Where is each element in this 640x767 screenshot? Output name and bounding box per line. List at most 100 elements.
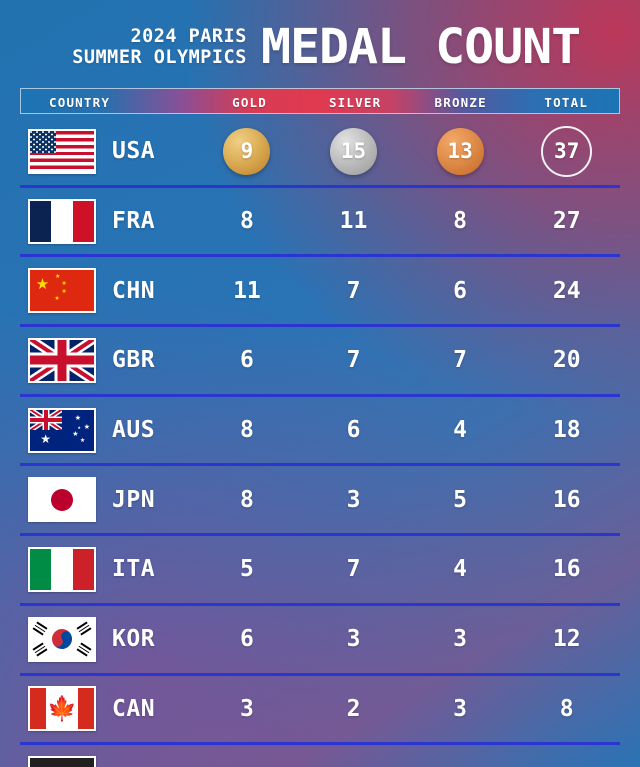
- gold-cell: 8: [194, 208, 301, 234]
- table-column-header: COUNTRY GOLD SILVER BRONZE TOTAL: [20, 88, 620, 114]
- gold-cell: 6: [194, 626, 301, 652]
- table-row[interactable]: ★ ★ ★ ★ ★ CHN 11 7 6 24: [20, 257, 620, 328]
- bronze-cell: 3: [407, 626, 514, 652]
- gold-value: 2: [240, 766, 254, 767]
- usa-flag: [28, 128, 96, 174]
- total-value: 27: [552, 208, 581, 235]
- gold-cell: 3: [194, 696, 301, 722]
- total-cell: 12: [513, 626, 620, 652]
- italy-flag: [28, 546, 96, 592]
- country-code: KOR: [112, 626, 156, 653]
- silver-cell: 7: [300, 556, 407, 582]
- gold-value: 5: [239, 556, 254, 583]
- total-value: 24: [552, 277, 581, 304]
- gold-cell: 6: [194, 347, 301, 373]
- column-header-silver: SILVER: [328, 94, 382, 110]
- table-row[interactable]: FRA 8 11 8 27: [20, 188, 620, 258]
- column-header-country-cell: COUNTRY: [21, 92, 197, 111]
- total-medal-disc: 37: [541, 125, 593, 177]
- table-row[interactable]: KOR 6 3 3 12: [20, 606, 620, 676]
- bronze-value: 13: [447, 139, 473, 164]
- bronze-value: 4: [453, 417, 468, 444]
- silver-medal-disc: 15: [330, 127, 378, 175]
- table-row[interactable]: 🍁 CAN 3 2 3 8: [20, 676, 620, 746]
- total-cell: 27: [513, 208, 620, 234]
- silver-cell: 2: [300, 766, 407, 767]
- silver-cell: 6: [300, 417, 407, 443]
- silver-cell: 7: [300, 347, 407, 373]
- bronze-cell: 13: [407, 127, 514, 175]
- country-cell: ★ ★ ★ ★ ★ CHN: [20, 268, 194, 314]
- total-cell: 20: [513, 347, 620, 373]
- country-code: AUS: [112, 417, 156, 444]
- bronze-value: 4: [453, 556, 468, 583]
- country-code: FRA: [112, 208, 156, 235]
- total-value: 37: [554, 139, 580, 164]
- column-header-bronze: BRONZE: [434, 94, 487, 110]
- table-row[interactable]: JPN 8 3 5 16: [20, 466, 620, 537]
- france-flag: [28, 198, 96, 244]
- country-cell: USA: [20, 128, 194, 174]
- gold-value: 11: [233, 277, 261, 304]
- gold-value: 9: [240, 139, 254, 164]
- australia-flag: ★ ★ ★ ★ ★ ★: [28, 407, 96, 453]
- column-header-country: COUNTRY: [49, 94, 111, 110]
- country-code: CHN: [112, 277, 156, 304]
- column-header-silver-cell: SILVER: [302, 92, 408, 111]
- kicker-line-2: SUMMER OLYMPICS: [72, 47, 247, 68]
- total-cell: 24: [513, 278, 620, 304]
- bronze-cell: 4: [407, 417, 514, 443]
- silver-value: 3: [346, 626, 361, 653]
- bronze-value: 8: [453, 208, 468, 235]
- medal-table-body: USA 9 15 13 37 FRA 8 11 8 27 ★ ★ ★ ★ ★ CHN 11 7 6 24 GBR 6 7 7 2…: [20, 118, 620, 767]
- total-cell: 8: [513, 696, 620, 722]
- country-cell: JPN: [20, 477, 194, 523]
- silver-value: 7: [346, 277, 361, 304]
- country-code: JPN: [112, 486, 156, 513]
- gold-value: 6: [239, 626, 254, 653]
- bronze-cell: 6: [407, 278, 514, 304]
- country-cell: GER: [20, 756, 194, 767]
- country-code: USA: [112, 138, 156, 165]
- silver-cell: 7: [300, 278, 407, 304]
- table-row[interactable]: USA 9 15 13 37: [20, 118, 620, 188]
- silver-cell: 15: [300, 127, 407, 175]
- bronze-value: 3: [453, 695, 468, 722]
- bronze-value: 6: [453, 277, 468, 304]
- china-flag: ★ ★ ★ ★ ★: [28, 268, 96, 314]
- bronze-cell: 2: [407, 766, 514, 767]
- country-cell: ★ ★ ★ ★ ★ ★ AUS: [20, 407, 194, 453]
- total-cell: 18: [513, 417, 620, 443]
- bronze-value: 2: [453, 766, 467, 767]
- bronze-cell: 8: [407, 208, 514, 234]
- silver-cell: 3: [300, 487, 407, 513]
- total-cell: 16: [513, 556, 620, 582]
- gold-value: 6: [239, 347, 254, 374]
- table-row[interactable]: ★ ★ ★ ★ ★ ★ AUS 8 6 4 18: [20, 397, 620, 467]
- total-value: 6: [560, 766, 574, 767]
- column-header-total-cell: TOTAL: [513, 92, 619, 111]
- silver-cell: 11: [300, 208, 407, 234]
- total-value: 20: [552, 347, 581, 374]
- gold-value: 8: [239, 486, 254, 513]
- japan-flag: [28, 477, 96, 523]
- country-code: CAN: [112, 695, 156, 722]
- silver-cell: 3: [300, 626, 407, 652]
- country-cell: GBR: [20, 337, 194, 383]
- column-header-total: TOTAL: [544, 94, 589, 110]
- silver-value: 7: [346, 556, 361, 583]
- gold-medal-disc: 9: [223, 127, 271, 175]
- bronze-value: 5: [453, 486, 468, 513]
- silver-value: 11: [339, 208, 368, 235]
- total-value: 16: [552, 556, 581, 583]
- bronze-cell: 3: [407, 696, 514, 722]
- silver-value: 3: [346, 486, 361, 513]
- bronze-cell: 7: [407, 347, 514, 373]
- title-block: 2024 PARIS SUMMER OLYMPICS MEDAL COUNT: [0, 16, 640, 78]
- table-row[interactable]: ITA 5 7 4 16: [20, 536, 620, 606]
- column-header-gold-cell: GOLD: [197, 92, 303, 111]
- table-row[interactable]: GER 2 2 2 6: [20, 745, 620, 767]
- south-korea-flag: [28, 616, 96, 662]
- silver-value: 2: [346, 695, 361, 722]
- table-row[interactable]: GBR 6 7 7 20: [20, 327, 620, 397]
